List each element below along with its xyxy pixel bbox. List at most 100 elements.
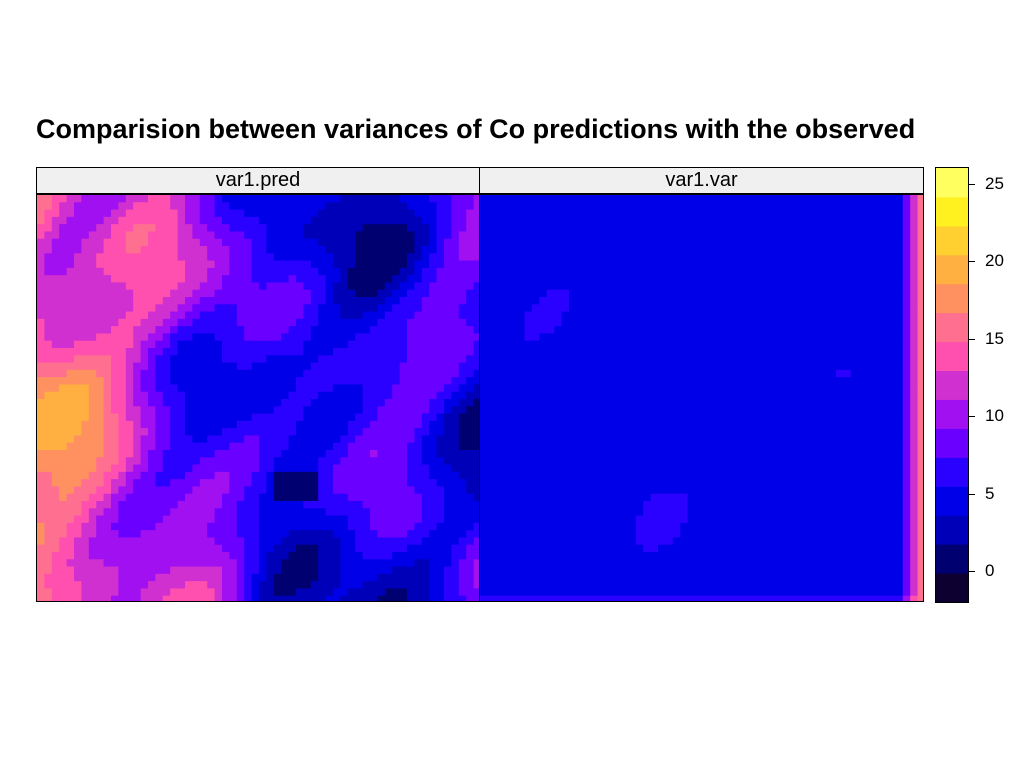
pred-cell (310, 326, 319, 335)
var-cell (502, 209, 511, 218)
var-cell (873, 369, 882, 378)
pred-cell (340, 552, 349, 560)
pred-cell (214, 216, 223, 225)
pred-cell (229, 333, 238, 342)
var-cell (806, 348, 815, 356)
pred-cell (273, 581, 282, 590)
pred-cell (429, 479, 438, 488)
pred-cell (281, 450, 290, 458)
var-cell (865, 195, 874, 203)
var-cell (665, 289, 674, 298)
var-cell (561, 377, 570, 386)
pred-cell (436, 471, 445, 480)
pred-cell (444, 566, 452, 575)
var-cell (539, 362, 548, 371)
var-cell (902, 362, 911, 371)
var-cell (517, 355, 526, 364)
pred-cell (37, 552, 45, 560)
pred-cell (199, 289, 208, 298)
pred-cell (273, 428, 282, 437)
var-cell (769, 253, 778, 262)
pred-cell (207, 399, 216, 407)
pred-cell (414, 275, 423, 284)
var-cell (620, 209, 629, 218)
var-cell (583, 253, 592, 262)
pred-cell (185, 544, 193, 553)
pred-cell (222, 224, 230, 233)
pred-cell (414, 471, 423, 480)
pred-cell (74, 348, 82, 356)
pred-cell (118, 209, 127, 218)
pred-cell (244, 318, 253, 327)
pred-cell (296, 530, 304, 539)
pred-cell (170, 413, 179, 422)
var-cell (591, 289, 600, 298)
pred-cell (214, 384, 223, 393)
pred-cell (229, 326, 238, 335)
pred-cell (81, 216, 90, 225)
pred-cell (81, 581, 90, 590)
var-cell (836, 246, 845, 254)
var-cell (480, 209, 489, 218)
var-cell (531, 318, 540, 327)
pred-cell (451, 595, 460, 601)
pred-cell (148, 552, 156, 560)
pred-cell (229, 391, 238, 400)
pred-cell (229, 522, 238, 531)
pred-cell (229, 552, 238, 560)
pred-cell (44, 435, 53, 444)
pred-cell (318, 552, 327, 560)
pred-cell (333, 588, 341, 597)
pred-cell (222, 464, 230, 473)
pred-cell (384, 406, 393, 415)
pred-cell (273, 326, 282, 335)
pred-cell (458, 501, 467, 509)
pred-cell (66, 391, 75, 400)
pred-cell (222, 428, 230, 437)
var-cell (598, 348, 607, 356)
var-cell (598, 275, 607, 284)
pred-cell (296, 428, 304, 437)
var-cell (606, 260, 615, 269)
var-cell (887, 297, 896, 305)
pred-cell (347, 333, 356, 342)
var-cell (821, 202, 830, 211)
var-cell (709, 304, 718, 313)
pred-cell (466, 442, 475, 451)
pred-cell (340, 471, 349, 480)
var-cell (576, 195, 585, 203)
var-cell (910, 195, 919, 203)
pred-cell (340, 267, 349, 276)
var-cell (509, 333, 518, 342)
pred-cell (88, 537, 97, 546)
pred-cell (370, 326, 378, 335)
pred-cell (37, 450, 45, 458)
pred-cell (384, 224, 393, 233)
var-cell (524, 326, 533, 335)
var-cell (665, 369, 674, 378)
var-cell (784, 238, 793, 247)
pred-cell (451, 289, 460, 298)
var-cell (843, 304, 852, 313)
pred-cell (303, 552, 312, 560)
pred-cell (88, 501, 97, 509)
pred-cell (259, 471, 267, 480)
pred-cell (288, 406, 297, 415)
var-cell (665, 282, 674, 291)
pred-cell (421, 573, 430, 582)
var-cell (917, 209, 923, 218)
var-cell (546, 202, 555, 211)
var-cell (798, 216, 807, 225)
pred-cell (273, 384, 282, 393)
pred-cell (44, 552, 53, 560)
var-cell (717, 369, 726, 378)
var-cell (650, 333, 659, 342)
pred-cell (37, 202, 45, 211)
var-cell (598, 202, 607, 211)
pred-cell (207, 486, 216, 495)
pred-cell (177, 471, 186, 480)
var-cell (494, 348, 503, 356)
pred-cell (288, 435, 297, 444)
pred-cell (103, 566, 112, 575)
pred-cell (347, 238, 356, 247)
